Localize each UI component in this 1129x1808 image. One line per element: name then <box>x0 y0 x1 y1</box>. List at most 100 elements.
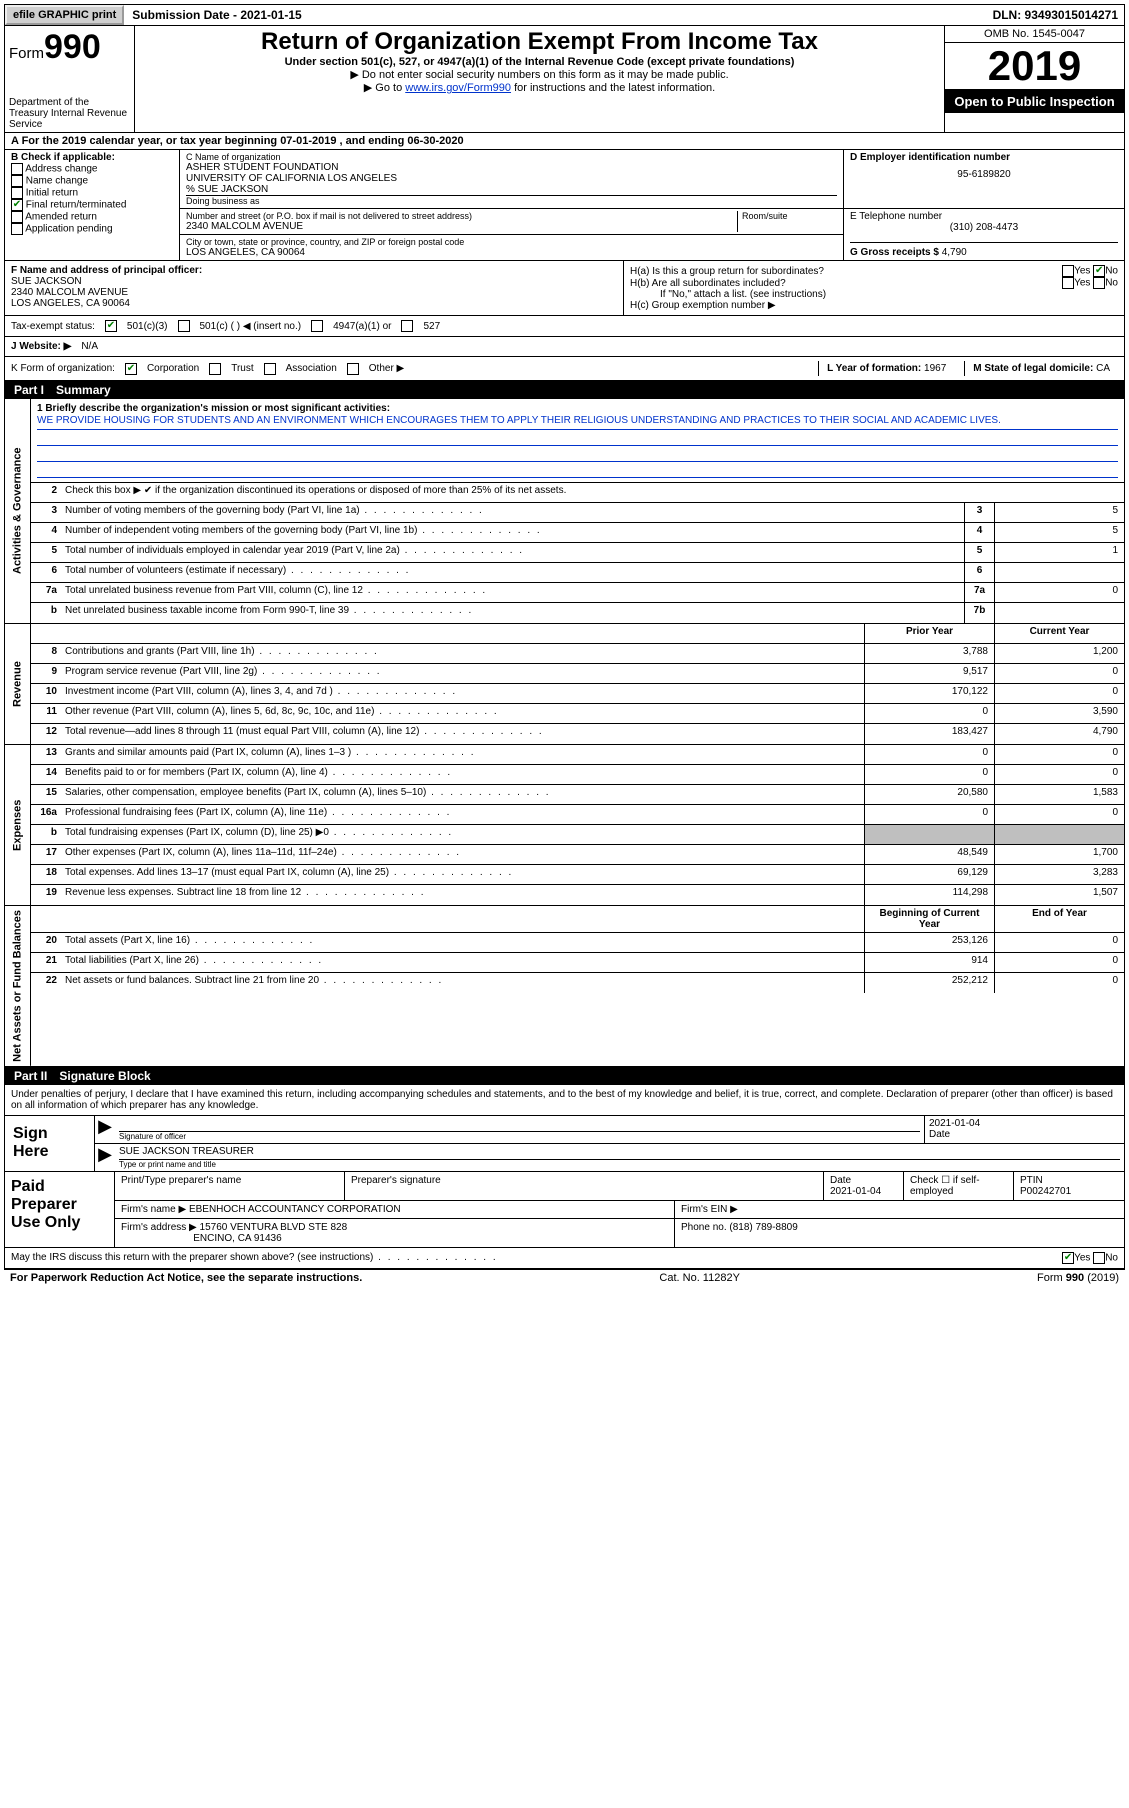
k-opt-corp: Corporation <box>147 363 199 374</box>
i-527[interactable] <box>401 320 413 332</box>
section-k: K Form of organization: Corporation Trus… <box>4 357 1125 381</box>
section-i: Tax-exempt status: 501(c)(3) 501(c) ( ) … <box>4 316 1125 337</box>
b-item-3[interactable]: Final return/terminated <box>11 199 173 211</box>
section-c: C Name of organization ASHER STUDENT FOU… <box>180 150 844 208</box>
ha-yes[interactable] <box>1062 265 1074 277</box>
gov-row-6: 6Total number of volunteers (estimate if… <box>31 563 1124 583</box>
dba-label: Doing business as <box>186 195 837 206</box>
c-label: C Name of organization <box>186 152 837 162</box>
phone: (310) 208-4473 <box>850 222 1118 233</box>
officer-print-name: SUE JACKSON TREASURER <box>119 1146 1120 1160</box>
officer-name: SUE JACKSON <box>11 276 617 287</box>
identity-block: B Check if applicable: Address change Na… <box>4 150 1125 261</box>
b-item-4[interactable]: Amended return <box>11 211 173 223</box>
governance-section: Activities & Governance 1 Briefly descri… <box>4 399 1125 624</box>
mission-text: WE PROVIDE HOUSING FOR STUDENTS AND AN E… <box>37 414 1118 430</box>
officer-city: LOS ANGELES, CA 90064 <box>11 298 617 309</box>
exp-row-16a: 16aProfessional fundraising fees (Part I… <box>31 805 1124 825</box>
b-item-1[interactable]: Name change <box>11 175 173 187</box>
part-i-title: Summary <box>56 383 111 397</box>
form-number: Form990 <box>9 28 130 67</box>
tax-year: 2019 <box>945 43 1124 90</box>
i-opt4: 527 <box>423 321 440 332</box>
exp-row-18: 18Total expenses. Add lines 13–17 (must … <box>31 865 1124 885</box>
exp-row-17: 17Other expenses (Part IX, column (A), l… <box>31 845 1124 865</box>
prep-h3: Date <box>830 1175 897 1186</box>
hc-label: H(c) Group exemption number ▶ <box>630 300 776 311</box>
irs-link[interactable]: www.irs.gov/Form990 <box>405 82 511 94</box>
i-opt2: 501(c) ( ) ◀ (insert no.) <box>200 321 302 332</box>
arrow-icon: ▶ <box>95 1144 115 1171</box>
note-link: ▶ Go to www.irs.gov/Form990 for instruct… <box>141 81 938 94</box>
firm-addr-label: Firm's address ▶ <box>121 1222 197 1233</box>
j-label: J Website: ▶ <box>11 341 71 352</box>
mission-line-4 <box>37 462 1118 478</box>
footer-right: Form 990 (2019) <box>1037 1272 1119 1284</box>
section-l: L Year of formation: 1967 <box>818 361 954 376</box>
omb-number: OMB No. 1545-0047 <box>945 26 1124 43</box>
firm-addr1: 15760 VENTURA BLVD STE 828 <box>200 1222 348 1233</box>
f-label: F Name and address of principal officer: <box>11 265 617 276</box>
hb-yes[interactable] <box>1062 277 1074 289</box>
netassets-section: Net Assets or Fund Balances Beginning of… <box>4 906 1125 1067</box>
discuss-no[interactable] <box>1093 1252 1105 1264</box>
addr-label: Number and street (or P.O. box if mail i… <box>186 211 737 221</box>
address-block: Number and street (or P.O. box if mail i… <box>180 209 844 260</box>
dln: DLN: 93493015014271 <box>987 6 1124 24</box>
discuss-row: May the IRS discuss this return with the… <box>4 1248 1125 1269</box>
city: LOS ANGELES, CA 90064 <box>186 247 837 258</box>
discuss-yes[interactable] <box>1062 1252 1074 1264</box>
hb-label: H(b) Are all subordinates included? <box>630 278 786 289</box>
b-item-5[interactable]: Application pending <box>11 223 173 235</box>
nhdr-prior: Beginning of Current Year <box>864 906 994 932</box>
prep-date: 2021-01-04 <box>830 1186 897 1197</box>
date-caption: Date <box>929 1129 1120 1140</box>
hb-note: If "No," attach a list. (see instruction… <box>630 289 1118 300</box>
hdr-current: Current Year <box>994 624 1124 643</box>
gov-row-b: bNet unrelated business taxable income f… <box>31 603 1124 623</box>
hb-no[interactable] <box>1093 277 1105 289</box>
ptin: P00242701 <box>1020 1186 1118 1197</box>
f-h-row: F Name and address of principal officer:… <box>4 261 1125 316</box>
k-label: K Form of organization: <box>11 363 115 374</box>
ha-no[interactable] <box>1093 265 1105 277</box>
section-f: F Name and address of principal officer:… <box>5 261 624 315</box>
i-501c3[interactable] <box>105 320 117 332</box>
k-other[interactable] <box>347 363 359 375</box>
officer-signature[interactable] <box>119 1118 920 1132</box>
section-h: H(a) Is this a group return for subordin… <box>624 261 1124 315</box>
exp-row-b: bTotal fundraising expenses (Part IX, co… <box>31 825 1124 845</box>
i-4947[interactable] <box>311 320 323 332</box>
expenses-section: Expenses 13Grants and similar amounts pa… <box>4 745 1125 906</box>
e-label: E Telephone number <box>850 211 1118 222</box>
i-opt1: 501(c)(3) <box>127 321 168 332</box>
b-item-0[interactable]: Address change <box>11 163 173 175</box>
section-d: D Employer identification number 95-6189… <box>844 150 1124 208</box>
vlabel-governance: Activities & Governance <box>5 399 31 623</box>
prep-h1: Print/Type preparer's name <box>121 1175 338 1186</box>
hdr-prior: Prior Year <box>864 624 994 643</box>
dept-label: Department of the Treasury Internal Reve… <box>9 97 130 130</box>
firm-ein-label: Firm's EIN ▶ <box>681 1204 738 1215</box>
firm-addr2: ENCINO, CA 91436 <box>193 1233 281 1244</box>
rev-row-8: 8Contributions and grants (Part VIII, li… <box>31 644 1124 664</box>
k-assoc[interactable] <box>264 363 276 375</box>
b-item-2[interactable]: Initial return <box>11 187 173 199</box>
i-501c[interactable] <box>178 320 190 332</box>
k-trust[interactable] <box>209 363 221 375</box>
city-label: City or town, state or province, country… <box>186 237 837 247</box>
footer: For Paperwork Reduction Act Notice, see … <box>4 1269 1125 1286</box>
care-of: % SUE JACKSON <box>186 184 837 195</box>
section-j: J Website: ▶ N/A <box>4 337 1125 357</box>
line-2: Check this box ▶ ✔ if the organization d… <box>61 483 1124 502</box>
exp-row-13: 13Grants and similar amounts paid (Part … <box>31 745 1124 765</box>
k-corp[interactable] <box>125 363 137 375</box>
k-opt-assoc: Association <box>286 363 337 374</box>
name-caption: Type or print name and title <box>119 1160 1120 1169</box>
sign-here-block: Sign Here ▶ Signature of officer 2021-01… <box>4 1116 1125 1172</box>
sign-date: 2021-01-04 <box>929 1118 1120 1129</box>
part-i-header: Part I Summary <box>4 381 1125 399</box>
efile-button[interactable]: efile GRAPHIC print <box>5 5 124 25</box>
footer-mid: Cat. No. 11282Y <box>362 1272 1037 1284</box>
rev-row-9: 9Program service revenue (Part VIII, lin… <box>31 664 1124 684</box>
